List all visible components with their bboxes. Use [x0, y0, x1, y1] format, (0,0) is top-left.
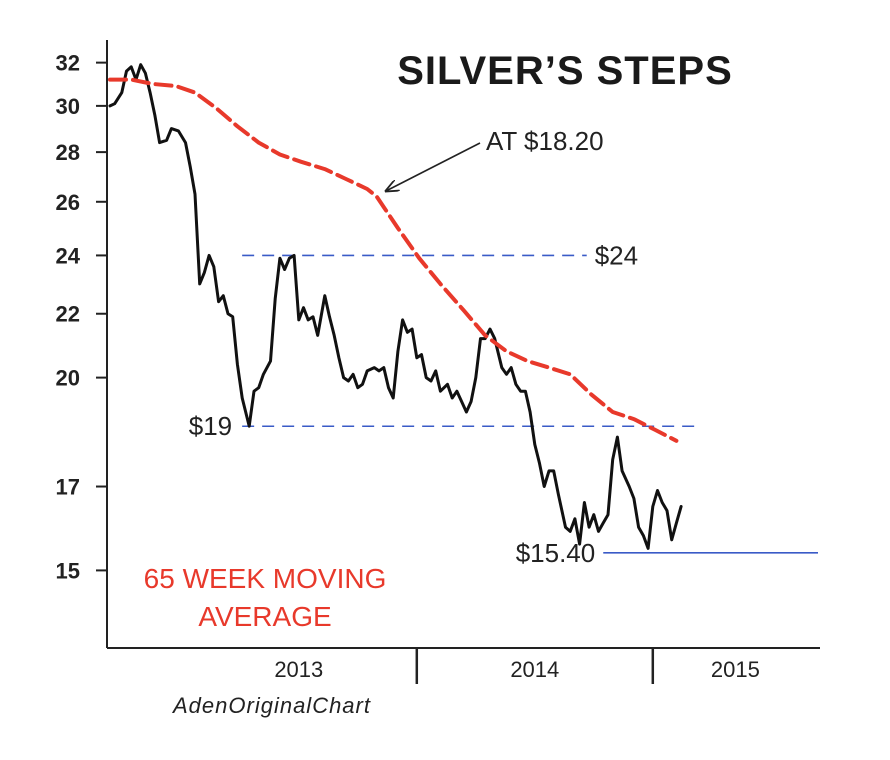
chart-credit: AdenOriginalChart — [171, 693, 371, 718]
y-tick-label: 22 — [56, 302, 80, 327]
y-tick-label: 32 — [56, 51, 80, 76]
y-tick-label: 17 — [56, 475, 80, 500]
x-year-label: 2015 — [711, 657, 760, 682]
y-tick-label: 24 — [56, 243, 81, 268]
moving-average-label-line2: AVERAGE — [198, 601, 331, 632]
x-year-label: 2014 — [510, 657, 559, 682]
annotation-label: AT $18.20 — [486, 126, 604, 156]
annotations: AT $18.20 — [387, 126, 604, 191]
reference-label-r1540: $15.40 — [516, 538, 596, 568]
y-tick-label: 28 — [56, 140, 80, 165]
y-axis-ticks: 32 30 28 26 24 22 20 17 15 — [56, 51, 107, 583]
y-tick-label: 15 — [56, 558, 80, 583]
series-line-ma — [108, 77, 679, 443]
moving-average-label-line1: 65 WEEK MOVING — [144, 563, 387, 594]
series-lines — [108, 63, 683, 550]
x-axis-ticks: 2013 2014 2015 — [274, 648, 760, 684]
y-tick-label: 26 — [56, 190, 80, 215]
reference-lines: $24 $19 $15.40 — [189, 240, 818, 568]
chart-title: SILVER’S STEPS — [397, 49, 733, 93]
y-tick-label: 20 — [56, 366, 80, 391]
reference-label-r24: $24 — [595, 240, 638, 270]
reference-label-r19: $19 — [189, 411, 232, 441]
series-line-price — [108, 63, 683, 550]
annotation-arrow — [387, 142, 481, 191]
x-year-label: 2013 — [274, 657, 323, 682]
y-tick-label: 30 — [56, 94, 80, 119]
